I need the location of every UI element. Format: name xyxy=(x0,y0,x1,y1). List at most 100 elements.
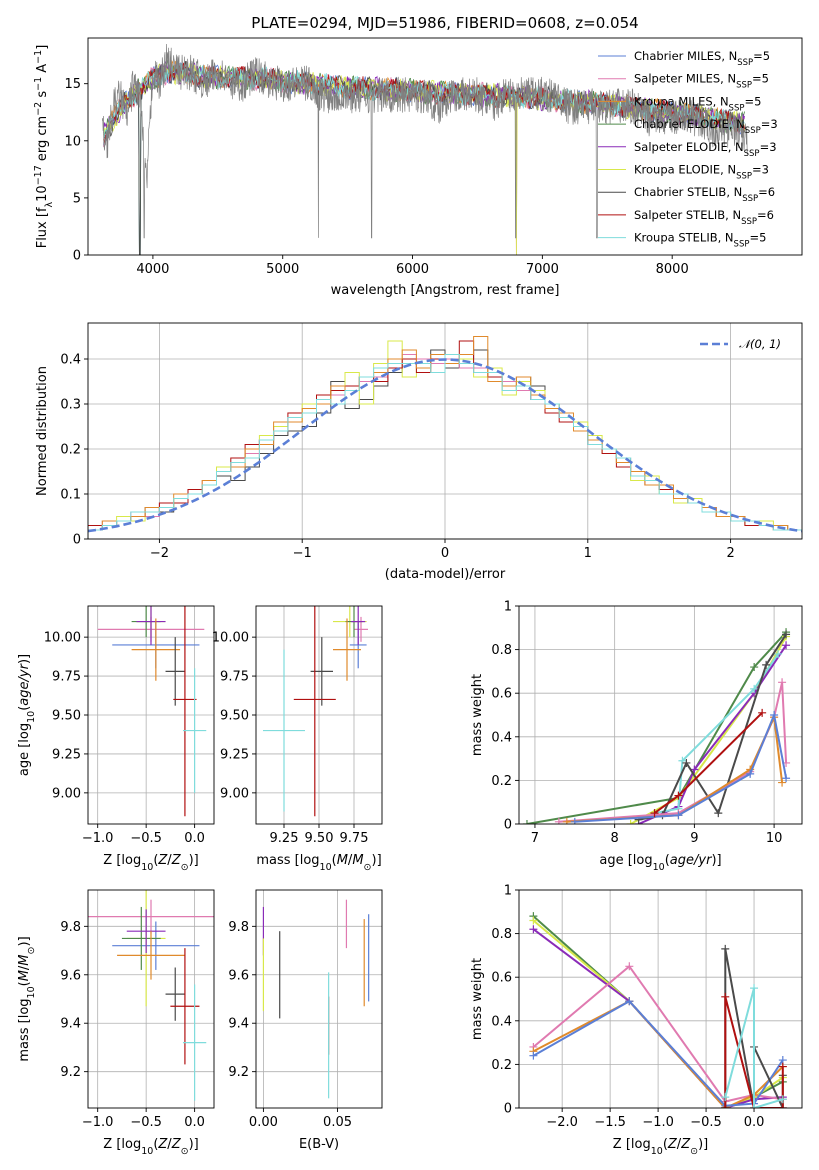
normal-curve xyxy=(88,358,802,533)
legend-label-name: Chabrier STELIB, N xyxy=(634,185,742,199)
mass-vs-ebv-xlabel: E(B-V) xyxy=(299,1137,339,1152)
weight-line xyxy=(724,987,784,1108)
y-tick-label: 10.00 xyxy=(44,631,81,646)
legend-label-suffix: =3 xyxy=(761,117,778,131)
weight-marker xyxy=(782,630,791,639)
mass-vs-Z-xlabel-part: )] xyxy=(189,1137,199,1152)
panel-residuals: −2 −1 0 1 2 0 0.1 0.2 0.3 0.4 Normed distribution (… xyxy=(35,322,803,582)
mass-weight-vs-Z-xlabel-part: / xyxy=(677,1137,682,1152)
x-tick-label: 7 xyxy=(531,831,539,846)
histograms xyxy=(88,336,802,539)
legend-label-name: Kroupa MILES, N xyxy=(634,94,729,108)
x-tick-label: 9 xyxy=(690,831,698,846)
weight-marker xyxy=(750,663,759,672)
weight-marker xyxy=(746,769,755,778)
legend-label-sub: SSP xyxy=(744,149,760,159)
legend-label-name: Salpeter MILES, N xyxy=(634,72,736,86)
weight-marker xyxy=(522,820,531,824)
weight-marker xyxy=(762,660,771,669)
y-tick-label: 0 xyxy=(73,533,81,548)
weight-marker xyxy=(778,1095,787,1104)
y-tick-label: 9.8 xyxy=(60,920,81,935)
x-tick-label: −0.5 xyxy=(130,831,162,846)
y-tick-label: 0.2 xyxy=(60,443,81,458)
y-tick-label: 9.25 xyxy=(52,747,81,762)
weight-line xyxy=(532,915,784,1108)
x-tick-label: −1.0 xyxy=(642,1115,674,1130)
legend-label-suffix: =5 xyxy=(744,94,761,108)
legend-label-suffix: =5 xyxy=(749,231,766,245)
legend-label: Chabrier ELODIE, NSSP=3 xyxy=(634,117,778,136)
mass-weight-vs-age-xlabel: age [log10(age/yr)] xyxy=(599,853,721,873)
error-bar-point xyxy=(333,618,361,681)
axes-frame xyxy=(87,322,803,540)
y-tick-label: 0 xyxy=(504,818,512,833)
legend-label-suffix: =6 xyxy=(757,208,774,222)
mass-weight-vs-age-ylabel: mass weight xyxy=(470,674,485,756)
weight-line xyxy=(638,633,787,821)
weight-marker xyxy=(721,1104,730,1108)
error-bar-point xyxy=(126,909,166,953)
weight-line xyxy=(532,999,784,1108)
x-tick-label: −1.0 xyxy=(82,831,114,846)
y-tick-label: 0.3 xyxy=(60,398,81,413)
weight-marker xyxy=(778,678,787,687)
x-tick-label: 4000 xyxy=(136,262,169,277)
mass-vs-Z-xlabel-part: Z [log xyxy=(103,1137,141,1152)
x-tick-label: 8000 xyxy=(656,262,689,277)
error-bars xyxy=(88,890,214,1101)
x-tick-label: 9.25 xyxy=(270,831,299,846)
axes-frame xyxy=(87,889,215,1109)
legend-label-sub: SSP xyxy=(741,217,757,227)
y-tick-label: 9.25 xyxy=(220,747,249,762)
spectrum-ylabel: Flux [fλ10−17 erg cm−2 s−1 A−1] xyxy=(33,45,55,249)
age-vs-Z-xlabel-part: / xyxy=(167,853,172,868)
spectrum-ylabel-part: 10 xyxy=(35,185,50,202)
x-tick-label: −1 xyxy=(293,546,312,561)
x-tick-label: 6000 xyxy=(396,262,429,277)
weight-marker xyxy=(721,992,730,1001)
weight-marker xyxy=(758,708,767,717)
y-tick-label: 0.8 xyxy=(491,643,512,658)
mass-weight-vs-age-xlabel-part: age xyxy=(670,853,694,868)
mass-weight-vs-age-xlabel-part: age [log xyxy=(599,853,652,868)
y-tick-label: 9.2 xyxy=(228,1065,249,1080)
weight-marker xyxy=(721,1093,730,1102)
weight-line xyxy=(574,711,788,823)
spectrum-ylabel-part: s xyxy=(35,91,50,102)
mass-vs-Z-ylabel-part: ( xyxy=(17,981,32,986)
axes-frame xyxy=(87,37,803,256)
error-bar-point xyxy=(136,606,166,645)
mass-vs-Z-ylabel-part: M xyxy=(17,954,32,965)
y-tick-label: 9.4 xyxy=(228,1017,249,1032)
mass-vs-Z-ylabel-part: M xyxy=(17,970,32,981)
y-tick-label: 9.50 xyxy=(52,709,81,724)
y-tick-label: 0 xyxy=(504,1102,512,1117)
weight-marker xyxy=(674,811,683,820)
panel-mass-weight-vs-Z: −2.0 −1.5 −1.0 −0.5 0.0 0 0.2 0.4 0.6 0.8 1 Z [log1… xyxy=(470,884,803,1157)
age-vs-Z-xlabel-part: Z xyxy=(157,853,168,868)
y-tick-label: 0.1 xyxy=(60,488,81,503)
error-bar-point xyxy=(354,616,368,642)
mass-weight-vs-Z-xlabel-part: )] xyxy=(698,1137,708,1152)
y-tick-label: 5 xyxy=(73,191,81,206)
legend-label-suffix: =3 xyxy=(760,140,777,154)
x-tick-label: −1.5 xyxy=(594,1115,626,1130)
x-tick-label: 1 xyxy=(584,546,592,561)
spectrum-title: PLATE=0294, MJD=51986, FIBERID=0608, z=0… xyxy=(251,14,638,32)
error-bar-point xyxy=(182,668,207,793)
mass-vs-Z-ylabel-part: ⊙ xyxy=(26,946,37,954)
spectrum-ylabel-part: erg cm xyxy=(35,116,50,165)
legend-label-suffix: =5 xyxy=(753,49,770,63)
error-bar-point xyxy=(88,899,214,934)
error-bar-point xyxy=(131,618,181,681)
x-tick-label: −2.0 xyxy=(546,1115,578,1130)
x-tick-label: 8 xyxy=(611,831,619,846)
age-vs-Z-ylabel-part: / xyxy=(17,675,32,682)
error-bar-point xyxy=(293,606,336,817)
mass-weight-vs-age-xlabel-part: / xyxy=(693,853,700,868)
x-tick-label: 0.0 xyxy=(184,831,205,846)
weight-marker xyxy=(774,649,783,658)
axes-frame xyxy=(255,889,383,1109)
mass-vs-Z-xlabel-part: ⊙ xyxy=(181,1146,189,1157)
